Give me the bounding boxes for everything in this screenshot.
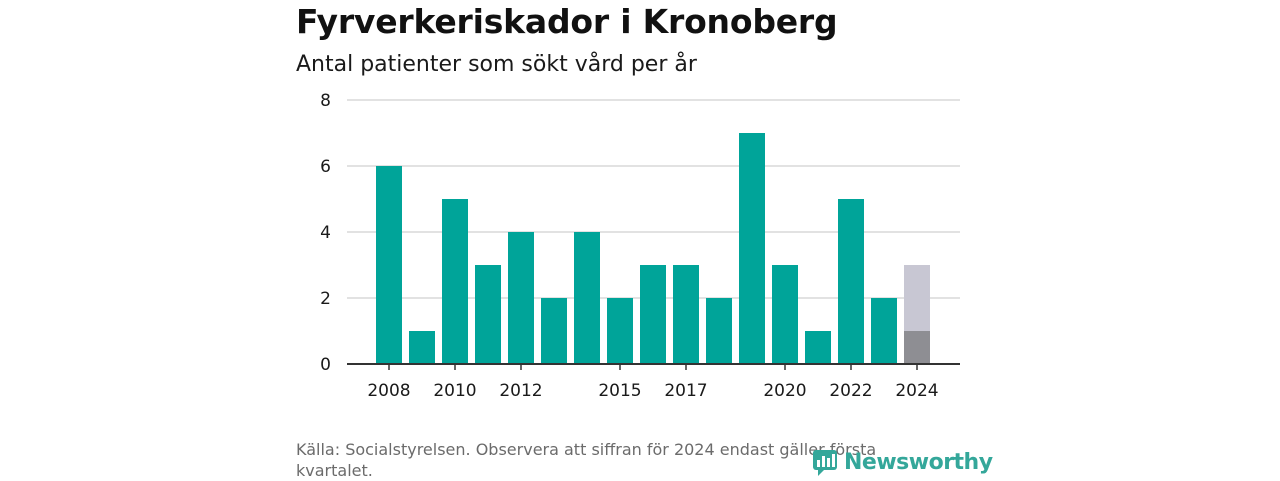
bar-2022 — [838, 199, 864, 364]
y-tick-label-4: 4 — [320, 223, 331, 243]
bar-2008 — [376, 166, 402, 364]
source-note: Källa: Socialstyrelsen. Observera att si… — [296, 440, 877, 480]
bar-2015 — [607, 298, 633, 364]
bars — [376, 133, 930, 364]
bar-2024-partial — [904, 331, 930, 364]
bar-2016 — [640, 265, 666, 364]
chart-subtitle: Antal patienter som sökt vård per år — [296, 52, 697, 77]
x-tick-label-2017: 2017 — [664, 381, 707, 401]
x-tick-label-2024: 2024 — [895, 381, 938, 401]
bar-2009 — [409, 331, 435, 364]
y-tick-label-2: 2 — [320, 289, 331, 309]
bar-2023 — [871, 298, 897, 364]
bar-2013 — [541, 298, 567, 364]
newsworthy-logo-icon — [813, 450, 837, 476]
bar-2010 — [442, 199, 468, 364]
bar-2017 — [673, 265, 699, 364]
x-tick-label-2022: 2022 — [829, 381, 872, 401]
x-tick-label-2008: 2008 — [367, 381, 410, 401]
x-tick-label-2010: 2010 — [433, 381, 476, 401]
bar-2024-total — [904, 265, 930, 331]
x-tick-label-2012: 2012 — [499, 381, 542, 401]
bar-2019 — [739, 133, 765, 364]
axes: 0 2 4 6 8 2008 2010 2012 2015 2017 2020 2022 2024 — [320, 91, 960, 401]
bar-2014 — [574, 232, 600, 364]
bar-2012 — [508, 232, 534, 364]
bar-2018 — [706, 298, 732, 364]
y-tick-label-6: 6 — [320, 157, 331, 177]
chart-title: Fyrverkeriskador i Kronoberg — [296, 2, 838, 41]
bar-2011 — [475, 265, 501, 364]
x-tick-label-2015: 2015 — [598, 381, 641, 401]
bar-2021 — [805, 331, 831, 364]
y-tick-label-0: 0 — [320, 355, 331, 375]
logo-text: Newsworthy — [844, 449, 993, 475]
newsworthy-logo[interactable]: Newsworthy — [812, 446, 993, 478]
bar-2020 — [772, 265, 798, 364]
y-tick-label-8: 8 — [320, 91, 331, 111]
x-tick-label-2020: 2020 — [763, 381, 806, 401]
